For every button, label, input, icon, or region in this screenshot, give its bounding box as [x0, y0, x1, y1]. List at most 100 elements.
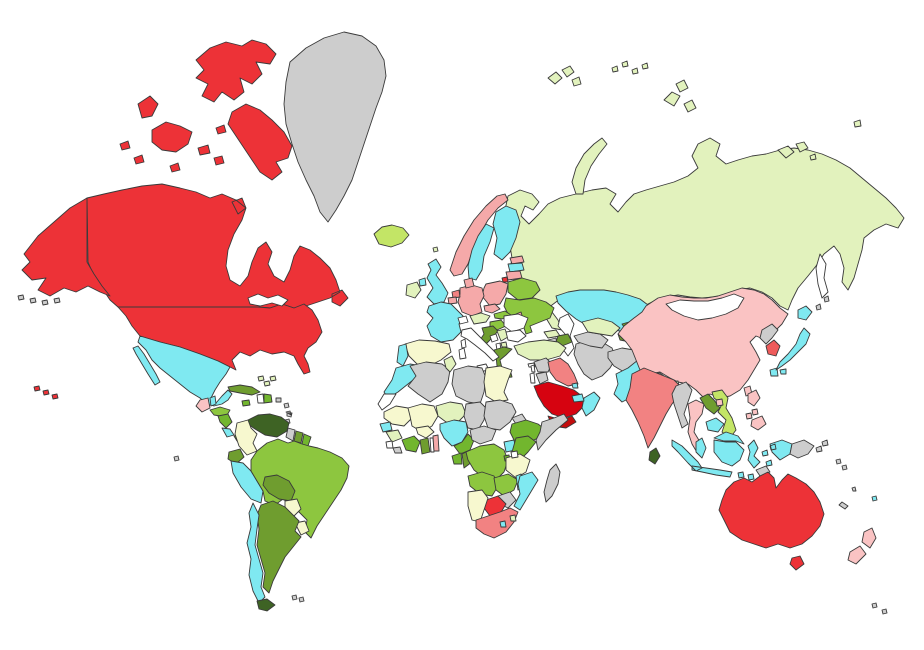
region-north-korea: [759, 323, 779, 345]
region-latvia: [507, 262, 525, 273]
region-libya: [451, 365, 487, 405]
region-tierra-del-fuego: [256, 598, 276, 612]
region-swaziland: [509, 514, 517, 522]
region-united-kingdom: [418, 258, 449, 305]
region-galapagos: [173, 455, 180, 462]
region-burkina-faso: [415, 425, 435, 439]
region-kuwait: [571, 382, 579, 389]
region-belarus: [507, 277, 541, 301]
region-south-africa: [475, 507, 519, 539]
region-china: [617, 287, 789, 399]
region-chad: [463, 401, 487, 431]
region-macedonia: [500, 341, 508, 348]
region-cuba: [227, 384, 261, 396]
region-namibia: [467, 489, 489, 523]
region-australia: [718, 471, 825, 571]
region-lebanon: [530, 364, 536, 373]
region-tunisia: [443, 355, 457, 373]
region-france: [426, 301, 464, 343]
region-germany: [457, 284, 485, 317]
region-colombia: [234, 419, 258, 456]
region-switzerland: [457, 315, 469, 325]
region-new-siberian-islands: [777, 141, 817, 161]
region-belize: [209, 395, 217, 407]
region-austria: [469, 312, 491, 325]
region-ecuador: [227, 448, 245, 465]
region-lake-victoria: [510, 450, 519, 459]
region-denmark: [463, 277, 475, 289]
region-lesotho: [499, 520, 507, 528]
region-canada: [86, 39, 349, 309]
region-wrangel-island: [853, 119, 862, 128]
region-central-african-republic: [469, 425, 497, 445]
region-indonesia: [671, 439, 793, 481]
region-puerto-rico: [275, 397, 282, 403]
region-mexico: [132, 335, 233, 407]
region-mongolia: [665, 293, 745, 321]
region-bulgaria: [505, 329, 527, 343]
region-croatia-slovenia: [479, 325, 499, 346]
region-alaska: [21, 197, 111, 297]
region-romania: [503, 313, 529, 333]
region-mozambique: [513, 471, 539, 511]
region-uruguay: [294, 520, 310, 536]
region-bosnia: [489, 333, 499, 343]
region-benin: [432, 434, 440, 452]
region-spain: [404, 339, 452, 367]
region-lesser-antilles: [283, 402, 293, 425]
region-western-sahara: [377, 393, 397, 411]
region-kaliningrad: [501, 276, 509, 283]
region-finland: [492, 205, 521, 261]
region-timor: [755, 465, 771, 477]
region-solomon-islands: [835, 458, 848, 471]
region-belgium: [447, 296, 458, 305]
region-senegal: [379, 421, 393, 433]
region-papua-new-guinea: [789, 439, 829, 459]
region-peru: [230, 460, 264, 504]
region-bahamas: [257, 375, 277, 387]
region-sweden: [467, 223, 495, 281]
region-jamaica: [241, 399, 251, 407]
region-zambia: [493, 473, 519, 497]
region-cambodia: [705, 417, 725, 433]
region-niger: [435, 401, 467, 423]
region-suriname: [293, 430, 304, 444]
region-greenland: [283, 31, 387, 223]
region-uzbekistan: [581, 317, 621, 337]
region-mali: [407, 403, 439, 433]
region-india: [625, 367, 681, 449]
region-tanzania: [505, 453, 531, 479]
region-guinea: [385, 429, 403, 443]
region-jordan: [535, 371, 549, 385]
region-south-korea: [765, 339, 781, 357]
region-japan: [769, 305, 813, 377]
region-gabon: [451, 452, 463, 465]
region-netherlands: [451, 289, 461, 299]
region-ireland: [405, 281, 422, 299]
region-sudan: [483, 399, 517, 431]
region-philippines: [745, 389, 767, 431]
region-aleutian-islands: [17, 294, 61, 306]
region-estonia: [509, 255, 525, 265]
region-fiji: [871, 495, 878, 502]
region-portugal: [396, 343, 409, 367]
region-vanuatu-new-caledonia: [838, 486, 857, 510]
region-saudi-arabia: [533, 381, 585, 419]
region-egypt: [483, 365, 513, 403]
region-south-pacific-islets: [871, 602, 888, 615]
region-somalia: [535, 413, 569, 451]
region-ghana: [419, 437, 431, 455]
region-oman: [581, 391, 601, 417]
region-new-zealand: [847, 527, 877, 565]
region-iraq: [547, 357, 579, 387]
region-nicaragua: [217, 413, 233, 429]
region-turkey: [513, 339, 567, 361]
region-franz-josef-land: [611, 60, 649, 75]
region-faroe-islands: [432, 246, 439, 253]
region-malaysia: [695, 431, 745, 459]
region-kuril-islands: [815, 295, 830, 311]
region-angola: [467, 471, 499, 497]
region-iceland: [373, 224, 410, 248]
